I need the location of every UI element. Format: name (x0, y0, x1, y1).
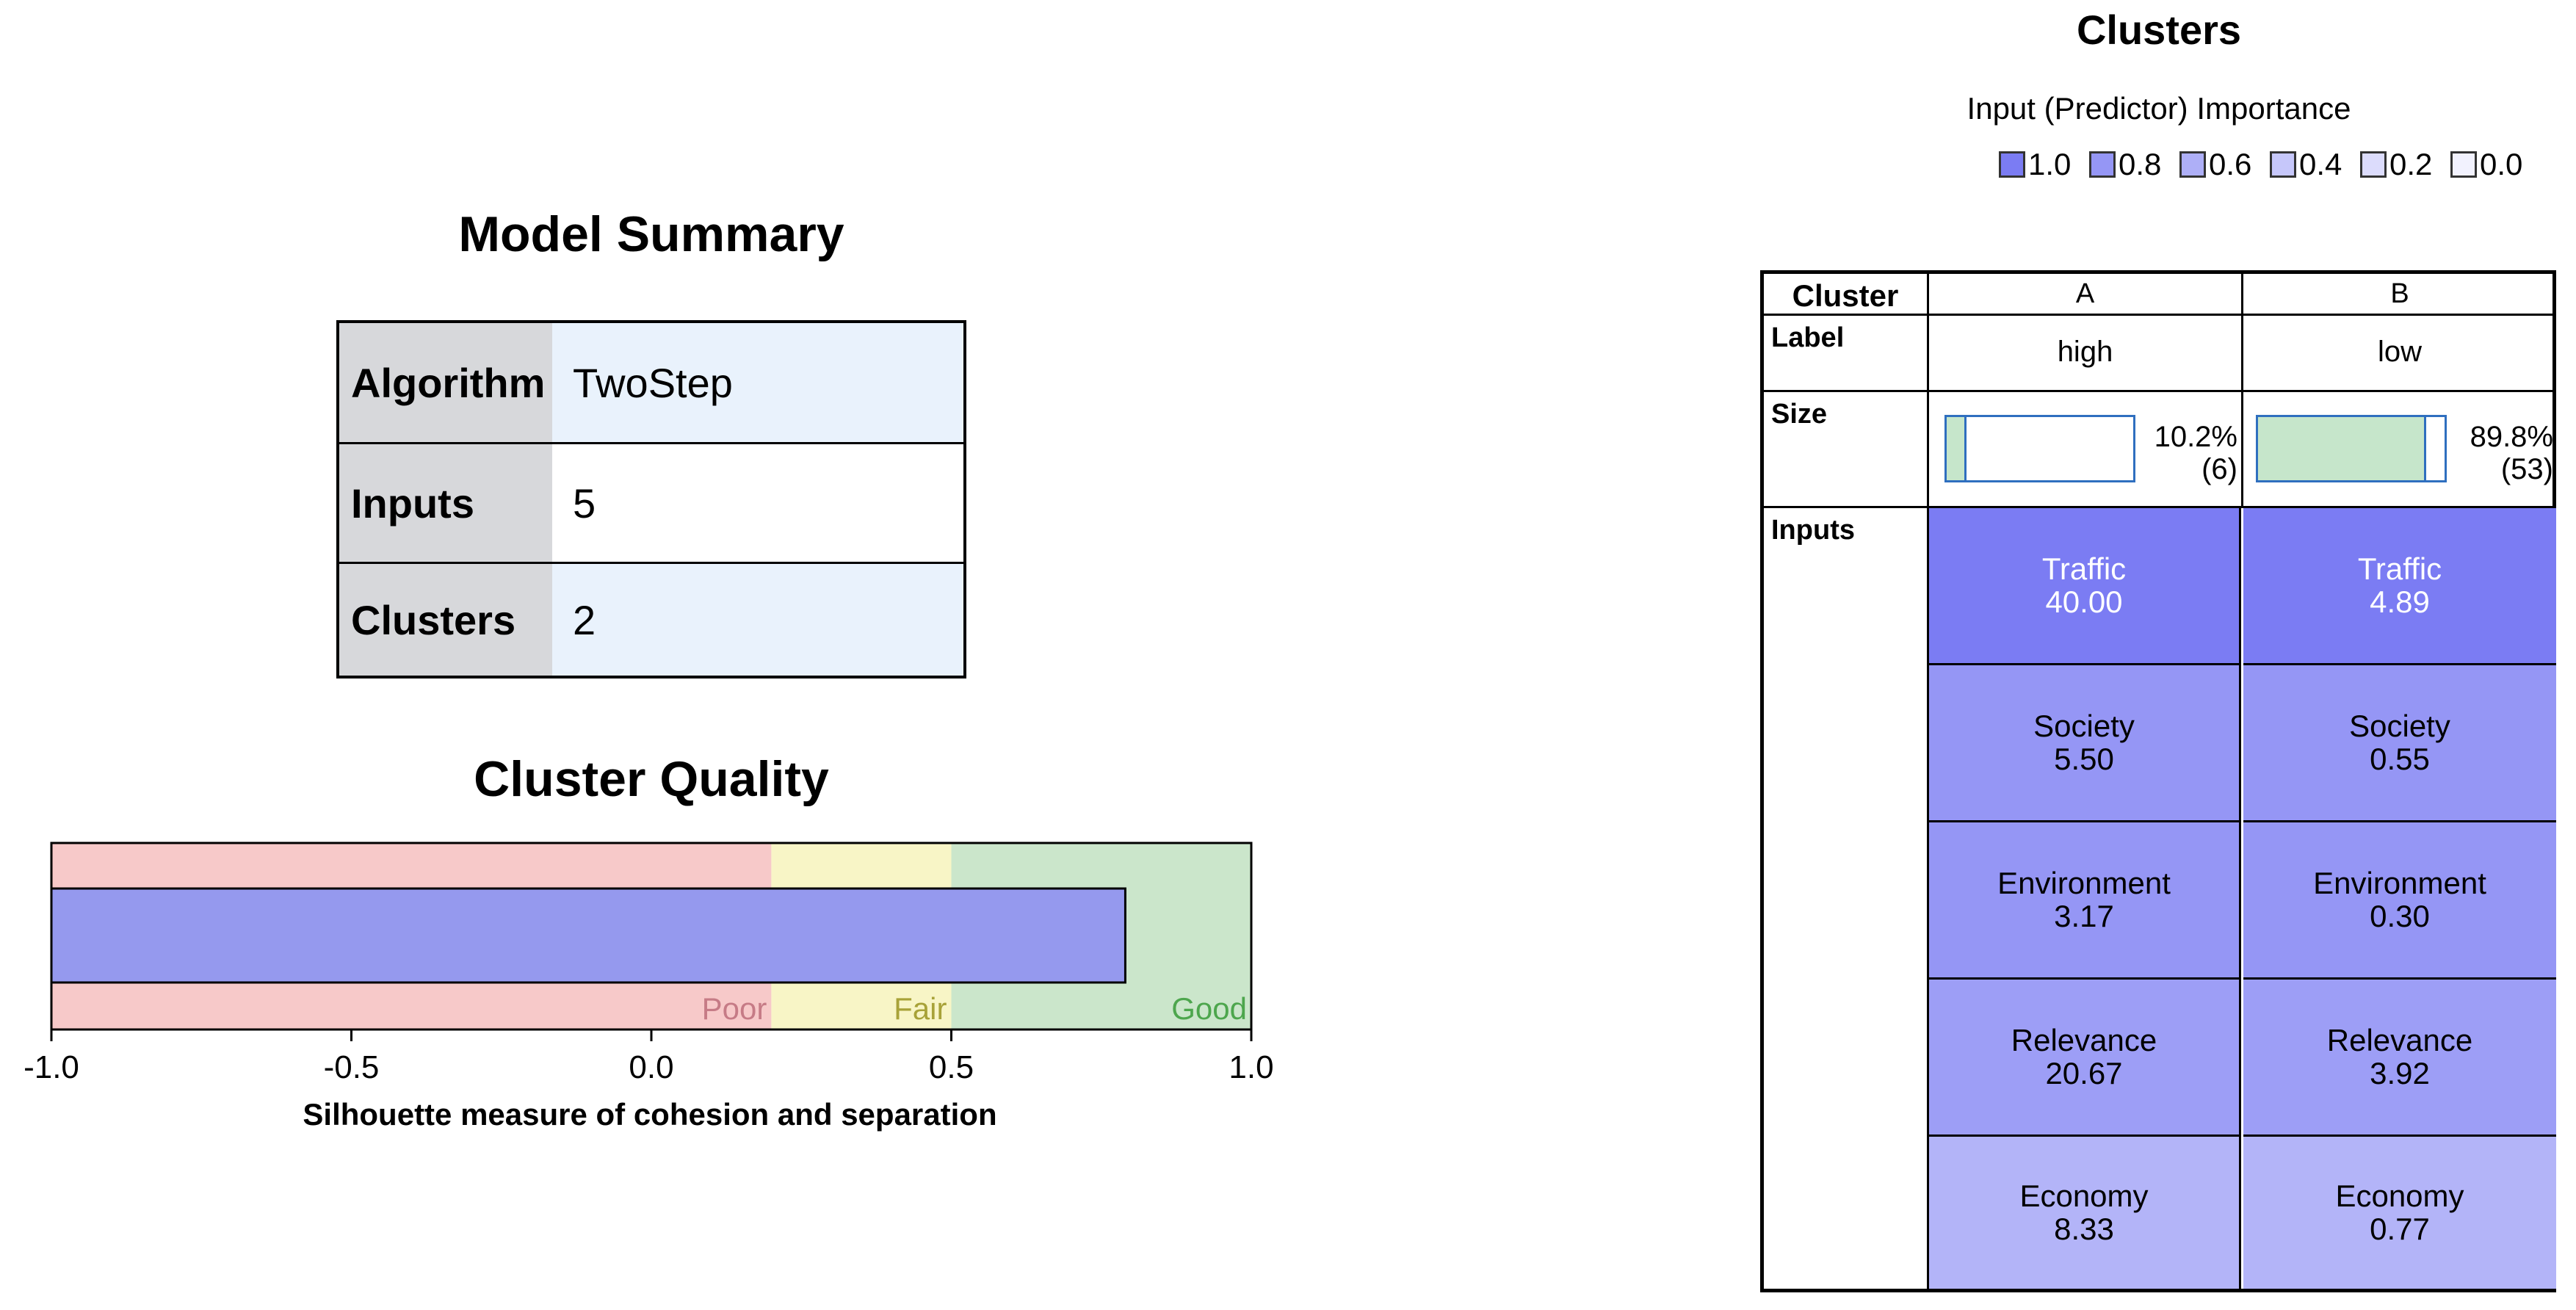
input-value: 3.17 (2054, 898, 2114, 933)
zone-label-fair: Fair (894, 991, 947, 1026)
summary-value-clusters: 2 (552, 564, 963, 676)
input-value: 5.50 (2054, 741, 2114, 776)
input-name: Traffic (2357, 551, 2442, 587)
cluster-b-label: low (2377, 336, 2423, 368)
legend-label: 0.0 (2480, 147, 2523, 181)
grid-col-divider-1 (1927, 274, 1929, 1289)
input-name: Economy (2335, 1179, 2464, 1214)
summary-label-algorithm: Algorithm (339, 323, 552, 442)
legend-label: 1.0 (2028, 147, 2072, 181)
input-cell-environment: Environment 0.30 (2243, 820, 2556, 977)
input-value: 3.92 (2370, 1055, 2430, 1090)
summary-row-algorithm: Algorithm TwoStep (339, 323, 963, 442)
input-cell-society: Society 0.55 (2243, 663, 2556, 820)
x-tick-label: -1.0 (23, 1049, 79, 1085)
input-cell-traffic: Traffic 4.89 (2243, 506, 2556, 663)
legend-swatch (2360, 151, 2387, 178)
input-value: 0.55 (2370, 741, 2430, 776)
x-tick-label: 0.0 (629, 1049, 673, 1085)
zone-label-good: Good (1171, 991, 1247, 1026)
input-name: Society (2349, 709, 2450, 744)
silhouette-bar (50, 887, 1126, 984)
cluster-quality-title: Cluster Quality (474, 751, 829, 807)
input-name: Environment (1997, 866, 2171, 901)
input-cell-society: Society 5.50 (1929, 663, 2241, 820)
legend-item: 0.0 (2450, 147, 2522, 182)
legend-swatch (1999, 151, 2025, 178)
cluster-b-size-fill (2258, 417, 2426, 480)
input-cell-relevance: Relevance 20.67 (1929, 977, 2241, 1135)
zone-label-poor: Poor (702, 991, 767, 1026)
legend-item: 1.0 (1999, 147, 2071, 182)
cluster-b-size-pct: 89.8% (2470, 421, 2553, 453)
summary-row-inputs: Inputs 5 (339, 442, 963, 562)
input-cell-environment: Environment 3.17 (1929, 820, 2241, 977)
cluster-a-header: A (2075, 278, 2095, 309)
input-name: Traffic (2041, 551, 2127, 587)
cluster-a-size-text: 10.2% (6) (2138, 421, 2237, 485)
row-label-size: Size (1771, 399, 1828, 430)
input-cell-traffic: Traffic 40.00 (1929, 506, 2241, 663)
cluster-a-size-bar (1944, 415, 2135, 482)
input-value: 8.33 (2054, 1211, 2114, 1246)
input-cell-relevance: Relevance 3.92 (2243, 977, 2556, 1135)
summary-value-algorithm: TwoStep (552, 323, 963, 442)
cluster-b-header: B (2390, 278, 2409, 309)
x-tick-label: 0.5 (929, 1049, 974, 1085)
input-value: 0.77 (2370, 1211, 2430, 1246)
cluster-a-size-fill (1947, 417, 1966, 480)
summary-label-clusters: Clusters (339, 564, 552, 676)
clusters-grid: Cluster Label Size Inputs A B high low 1… (1760, 270, 2556, 1292)
legend-item: 0.4 (2270, 147, 2342, 182)
importance-legend-title: Input (Predictor) Importance (1967, 91, 2351, 126)
row-label-inputs: Inputs (1771, 515, 1855, 546)
legend-label: 0.6 (2209, 147, 2252, 181)
cluster-b-size-count: (53) (2500, 453, 2553, 485)
cluster-a-size-count: (6) (2201, 453, 2237, 485)
x-axis-label: Silhouette measure of cohesion and separ… (303, 1097, 996, 1132)
input-value: 0.30 (2370, 898, 2430, 933)
input-value: 20.67 (2045, 1055, 2123, 1090)
summary-value-inputs: 5 (552, 444, 963, 562)
cluster-quality-chart: Poor Fair Good -1.0 -0.5 0.0 0.5 1.0 Silhouette … (23, 842, 1274, 1132)
input-name: Society (2033, 709, 2135, 744)
cluster-a-label: high (2057, 336, 2113, 368)
legend-swatch (2450, 151, 2477, 178)
legend-item: 0.6 (2179, 147, 2251, 182)
summary-row-clusters: Clusters 2 (339, 562, 963, 676)
grid-row-divider-2 (1764, 390, 2553, 392)
legend-label: 0.2 (2389, 147, 2433, 181)
model-summary-title: Model Summary (458, 206, 844, 262)
grid-row-divider-1 (1764, 314, 2553, 316)
legend-label: 0.8 (2119, 147, 2162, 181)
row-label-label: Label (1771, 322, 1845, 353)
row-label-cluster: Cluster (1792, 278, 1899, 313)
clusters-title: Clusters (2076, 7, 2242, 53)
cluster-a-size-marker (1964, 417, 1967, 480)
legend-item: 0.8 (2089, 147, 2161, 182)
input-value: 40.00 (2045, 584, 2123, 619)
input-name: Relevance (2011, 1023, 2157, 1058)
input-name: Relevance (2326, 1023, 2473, 1058)
summary-label-inputs: Inputs (339, 444, 552, 562)
legend-swatch (2089, 151, 2116, 178)
x-tick-label: -0.5 (324, 1049, 380, 1085)
x-tick-label: 1.0 (1229, 1049, 1273, 1085)
legend-item: 0.2 (2360, 147, 2432, 182)
legend-swatch (2179, 151, 2206, 178)
legend-label: 0.4 (2299, 147, 2342, 181)
cluster-b-size-marker (2424, 417, 2427, 480)
input-name: Environment (2313, 866, 2486, 901)
input-cell-economy: Economy 8.33 (1929, 1135, 2241, 1289)
input-name: Economy (2019, 1179, 2149, 1214)
legend-swatch (2270, 151, 2296, 178)
input-value: 4.89 (2370, 584, 2430, 619)
cluster-b-size-text: 89.8% (53) (2450, 421, 2553, 485)
cluster-a-size-pct: 10.2% (2154, 421, 2237, 453)
input-cell-economy: Economy 0.77 (2243, 1135, 2556, 1289)
cluster-b-size-bar (2256, 415, 2447, 482)
model-summary-table: Algorithm TwoStep Inputs 5 Clusters 2 (336, 320, 966, 678)
